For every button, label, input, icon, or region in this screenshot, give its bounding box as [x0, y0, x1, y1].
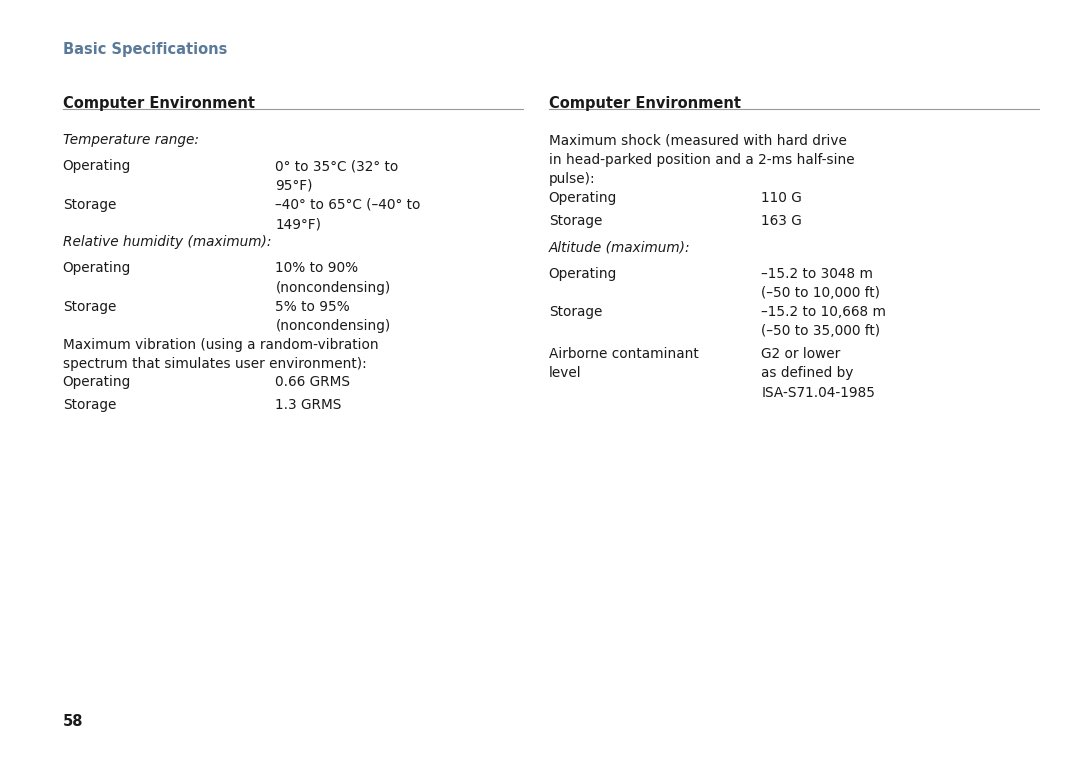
Text: Storage: Storage — [63, 300, 116, 313]
Text: Operating: Operating — [549, 267, 617, 280]
Text: –15.2 to 10,668 m
(–50 to 35,000 ft): –15.2 to 10,668 m (–50 to 35,000 ft) — [761, 305, 887, 339]
Text: –40° to 65°C (–40° to
149°F): –40° to 65°C (–40° to 149°F) — [275, 198, 421, 231]
Text: Storage: Storage — [63, 398, 116, 412]
Text: Computer Environment: Computer Environment — [549, 96, 741, 111]
Text: Maximum shock (measured with hard drive
in head-parked position and a 2-ms half-: Maximum shock (measured with hard drive … — [549, 133, 854, 186]
Text: 58: 58 — [63, 714, 83, 729]
Text: 10% to 90%
(noncondensing): 10% to 90% (noncondensing) — [275, 261, 391, 295]
Text: 0° to 35°C (32° to
95°F): 0° to 35°C (32° to 95°F) — [275, 159, 399, 193]
Text: Operating: Operating — [63, 375, 131, 389]
Text: G2 or lower
as defined by
ISA-S71.04-1985: G2 or lower as defined by ISA-S71.04-198… — [761, 347, 876, 400]
Text: Operating: Operating — [63, 159, 131, 173]
Text: Operating: Operating — [63, 261, 131, 275]
Text: Computer Environment: Computer Environment — [63, 96, 255, 111]
Text: 5% to 95%
(noncondensing): 5% to 95% (noncondensing) — [275, 300, 391, 333]
Text: Airborne contaminant
level: Airborne contaminant level — [549, 347, 699, 381]
Text: Operating: Operating — [549, 191, 617, 205]
Text: Relative humidity (maximum):: Relative humidity (maximum): — [63, 235, 271, 249]
Text: Storage: Storage — [549, 305, 602, 319]
Text: 0.66 GRMS: 0.66 GRMS — [275, 375, 350, 389]
Text: Altitude (maximum):: Altitude (maximum): — [549, 241, 690, 254]
Text: Basic Specifications: Basic Specifications — [63, 42, 227, 57]
Text: 163 G: 163 G — [761, 214, 802, 228]
Text: Temperature range:: Temperature range: — [63, 133, 199, 147]
Text: –15.2 to 3048 m
(–50 to 10,000 ft): –15.2 to 3048 m (–50 to 10,000 ft) — [761, 267, 880, 300]
Text: Maximum vibration (using a random-vibration
spectrum that simulates user environ: Maximum vibration (using a random-vibrat… — [63, 338, 378, 372]
Text: 110 G: 110 G — [761, 191, 802, 205]
Text: Storage: Storage — [549, 214, 602, 228]
Text: 1.3 GRMS: 1.3 GRMS — [275, 398, 341, 412]
Text: Storage: Storage — [63, 198, 116, 211]
